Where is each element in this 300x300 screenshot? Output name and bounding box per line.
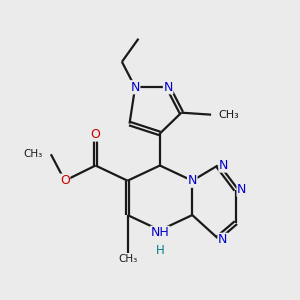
Text: H: H (155, 244, 164, 257)
Text: CH₃: CH₃ (118, 254, 137, 264)
Text: N: N (237, 183, 247, 196)
Text: O: O (60, 174, 70, 187)
Text: N: N (218, 233, 227, 246)
Text: CH₃: CH₃ (23, 149, 43, 159)
Text: N: N (219, 159, 228, 172)
Text: N: N (188, 174, 197, 187)
Text: NH: NH (151, 226, 169, 239)
Text: N: N (164, 81, 173, 94)
Text: O: O (91, 128, 100, 141)
Text: CH₃: CH₃ (218, 110, 239, 120)
Text: N: N (130, 81, 140, 94)
